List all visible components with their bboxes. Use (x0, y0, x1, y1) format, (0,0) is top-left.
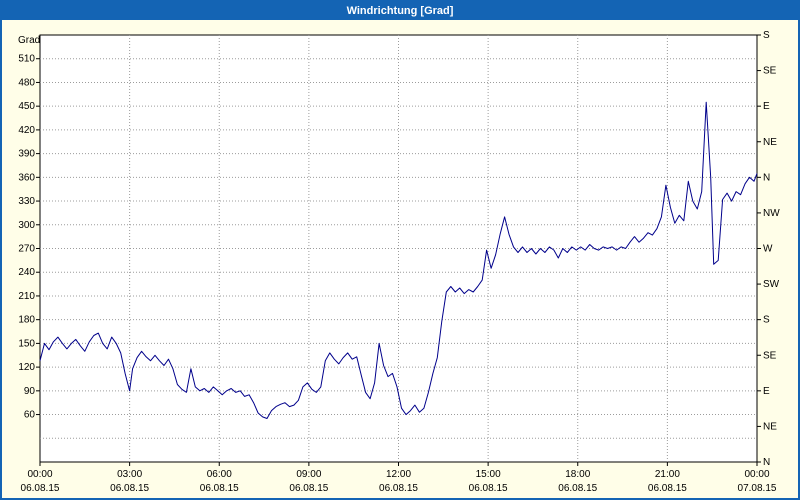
y-axis-label: 450 (18, 101, 35, 112)
x-axis-date-label: 06.08.15 (558, 483, 597, 494)
y-axis-label: 420 (18, 125, 35, 136)
x-axis-date-label: 06.08.15 (648, 483, 687, 494)
window-title: Windrichtung [Grad] (346, 5, 454, 17)
right-axis-label: N (763, 172, 770, 183)
y-axis-label: 300 (18, 220, 35, 231)
data-line-windrichtung (39, 101, 758, 419)
y-axis-label: 360 (18, 172, 35, 183)
x-axis-date-label: 06.08.15 (21, 483, 60, 494)
y-axis-label: 180 (18, 315, 35, 326)
right-axis-label: S (763, 315, 770, 326)
y-axis-label: 210 (18, 291, 35, 302)
y-axis-label: 330 (18, 196, 35, 207)
x-axis-time-label: 15:00 (476, 469, 501, 480)
right-axis-label: SE (763, 66, 777, 77)
right-axis-label: NW (763, 208, 780, 219)
chart-area: Grad 510 480 450 420 390 360 330 300 270 240 210 180… (2, 20, 798, 498)
right-axis-label: W (763, 244, 773, 255)
x-axis-time-label: 09:00 (296, 469, 321, 480)
x-axis-time-label: 06:00 (207, 469, 232, 480)
window-titlebar[interactable]: Windrichtung [Grad] (2, 2, 798, 20)
y-axis-title: Grad (18, 35, 40, 46)
x-axis-date-label: 06.08.15 (110, 483, 149, 494)
x-axis-date-label: 06.08.15 (200, 483, 239, 494)
x-axis-time-label: 18:00 (565, 469, 590, 480)
y-axis-label: 60 (24, 410, 36, 421)
y-axis-label: 510 (18, 54, 35, 65)
right-axis-label: N (763, 457, 770, 468)
x-axis-date-label: 06.08.15 (469, 483, 508, 494)
x-axis-date-label: 06.08.15 (379, 483, 418, 494)
x-axis-time-label: 00:00 (744, 469, 769, 480)
x-axis-time-label: 12:00 (386, 469, 411, 480)
y-axis-label: 390 (18, 149, 35, 160)
right-axis-label: NE (763, 421, 777, 432)
right-axis-label: E (763, 101, 770, 112)
right-axis-label: E (763, 386, 770, 397)
wind-direction-chart: Grad 510 480 450 420 390 360 330 300 270 240 210 180… (18, 30, 780, 494)
right-axis-label: SW (763, 279, 780, 290)
x-axis-time-label: 03:00 (117, 469, 142, 480)
y-axis-label: 90 (24, 386, 36, 397)
x-axis-date-label: 07.08.15 (738, 483, 777, 494)
y-axis-label: 150 (18, 338, 35, 349)
y-axis-label: 270 (18, 244, 35, 255)
x-axis-time-label: 00:00 (27, 469, 52, 480)
y-axis-label: 240 (18, 267, 35, 278)
right-axis-label: SE (763, 350, 777, 361)
y-axis-label: 120 (18, 362, 35, 373)
x-axis-date-label: 06.08.15 (289, 483, 328, 494)
y-axis-label: 480 (18, 77, 35, 88)
x-axis-time-label: 21:00 (655, 469, 680, 480)
right-axis-label: NE (763, 137, 777, 148)
right-axis-label: S (763, 30, 770, 41)
